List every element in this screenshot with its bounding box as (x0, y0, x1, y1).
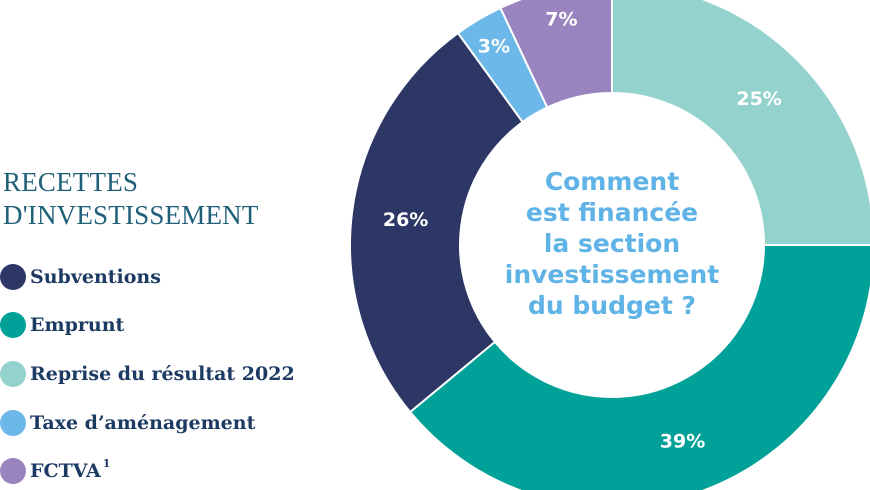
legend-title: RECETTES D'INVESTISSEMENT (3, 167, 259, 230)
slice-emprunt (408, 244, 870, 490)
slice-fctva (499, 0, 613, 109)
slice-label-reprise: 25% (736, 88, 781, 110)
slice-label-taxe: 3% (478, 35, 510, 57)
center-question-line: du budget ? (528, 291, 696, 320)
slice-label-subventions: 26% (383, 209, 428, 231)
legend-item-reprise: Reprise du résultat 2022 (0, 361, 295, 387)
legend-label-emprunt: Emprunt (30, 314, 125, 336)
footnote-mark: 1 (102, 457, 111, 470)
center-question-line: la section (544, 229, 680, 258)
legend-swatch-fctva (0, 458, 26, 484)
legend-item-fctva: FCTVA 1 (0, 457, 111, 484)
center-question-line: est financée (526, 198, 698, 227)
legend-swatch-reprise (0, 361, 26, 387)
slice-label-emprunt: 39% (660, 431, 705, 453)
center-question-line: investissement (505, 260, 720, 289)
legend-swatch-subventions (0, 264, 26, 290)
legend-swatch-emprunt (0, 312, 26, 338)
slice-labels: 25% 39% 26% 3% 7% (383, 9, 782, 453)
donut-slices (349, 0, 870, 490)
legend-swatch-taxe (0, 410, 26, 436)
slice-subventions (349, 31, 525, 414)
slice-reprise (611, 0, 870, 246)
center-question-line: Comment (545, 167, 679, 196)
center-question: Comment est financée la section investissem… (505, 167, 720, 320)
legend-label-fctva: FCTVA 1 (30, 457, 111, 482)
legend-label-fctva-text: FCTVA (30, 460, 101, 482)
legend-label-reprise: Reprise du résultat 2022 (30, 363, 295, 385)
legend-item-subventions: Subventions (0, 264, 161, 290)
legend-label-taxe: Taxe d’aménagement (30, 412, 256, 434)
legend-item-emprunt: Emprunt (0, 312, 124, 338)
legend-label-subventions: Subventions (30, 266, 161, 288)
slice-label-fctva: 7% (545, 9, 577, 31)
legend-item-taxe: Taxe d’aménagement (0, 410, 255, 436)
